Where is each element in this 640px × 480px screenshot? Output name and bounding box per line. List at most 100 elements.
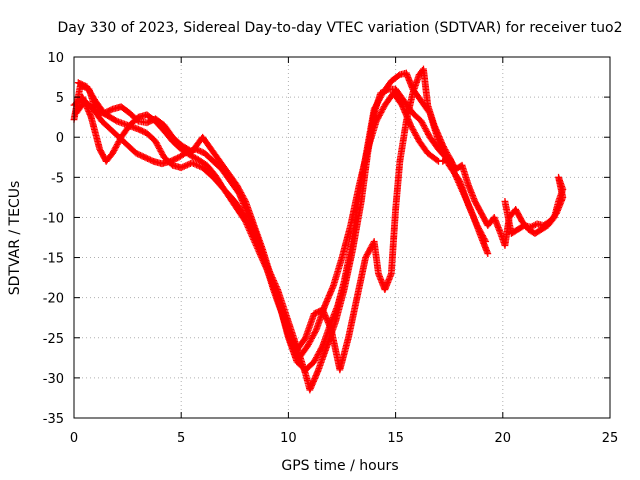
x-tick-label: 15 [387,431,404,446]
data-point [379,106,386,113]
data-point [242,218,249,225]
data-point [372,102,380,110]
data-point [436,140,444,148]
data-point [153,140,161,148]
data-point [366,245,374,253]
data-point [424,129,431,137]
data-point [111,145,119,153]
series-track-5 [439,153,567,249]
data-point [364,249,372,257]
chart-title: Day 330 of 2023, Sidereal Day-to-day VTE… [57,20,622,36]
data-point [188,159,196,167]
data-point [309,332,317,339]
x-tick-label: 10 [280,431,297,446]
data-point [421,125,429,132]
data-point [422,126,430,134]
data-point [318,343,326,351]
data-point [362,252,370,260]
x-tick-label: 20 [495,431,512,446]
data-point [291,345,298,353]
data-point [110,146,118,154]
data-point [371,104,379,112]
data-point [109,149,116,157]
data-point [478,230,486,238]
data-point [473,222,481,229]
data-point [304,342,312,350]
data-point [363,251,371,259]
data-point [532,221,539,229]
data-point [373,99,381,107]
data-point [313,354,320,361]
series-track-3 [74,69,490,374]
data-point [287,339,295,347]
data-point [313,352,321,360]
data-point [433,156,441,164]
data-point [305,339,313,347]
data-point [308,333,316,341]
data-point [306,338,314,345]
data-point [423,127,431,135]
data-point [410,127,418,135]
data-point [365,248,373,256]
data-point [287,338,294,346]
y-tick-label: -5 [51,171,64,186]
data-point [475,224,483,232]
y-tick-label: 5 [56,91,64,106]
data-point [376,94,384,101]
data-point [159,150,166,158]
data-point [158,149,166,157]
plot-frame [73,56,611,419]
data-point [190,160,197,167]
y-tick-label: -20 [43,292,64,307]
data-point [362,254,369,261]
y-tick-label: 10 [47,51,64,66]
data-point [424,130,432,138]
data-point [310,330,318,338]
data-point [533,220,541,228]
data-point [407,123,415,131]
data-point [194,162,202,170]
data-point [243,221,251,228]
data-point [317,345,325,353]
y-tick-label: -35 [43,412,64,427]
data-point [374,114,382,122]
data-point [435,137,442,145]
data-point [476,227,484,235]
x-tick-label: 5 [177,431,185,446]
data-point [441,151,448,159]
data-point [288,341,296,349]
data-point [193,161,200,169]
x-tick-label: 25 [602,431,619,446]
data-point [177,164,185,172]
data-point [308,335,315,342]
data-point [376,110,384,118]
data-point [366,246,373,254]
data-point [310,358,318,366]
data-point [154,142,162,150]
data-point [291,347,299,354]
tick-labels: 0 5 10 15 20 25 -35 -30 -25 -20 -15 -10 -5 0 5 10 [43,51,619,446]
data-point [420,122,428,129]
series-track-4 [72,89,442,362]
x-tick-label: 0 [70,431,78,446]
data-point [155,145,163,152]
data-point [157,148,165,155]
data-point [156,146,164,154]
data-point [477,229,485,237]
data-point [438,145,446,153]
data-point [290,344,298,352]
data-point [379,104,387,112]
data-point [479,232,486,240]
data-point [311,329,319,337]
data-point [372,117,380,125]
data-point [191,160,199,168]
data-point [114,139,122,147]
data-point [377,92,385,100]
data-point [152,139,160,147]
data-point [377,109,385,116]
data-point [179,163,187,171]
y-tick-label: -10 [43,211,64,226]
data-point [242,219,250,227]
